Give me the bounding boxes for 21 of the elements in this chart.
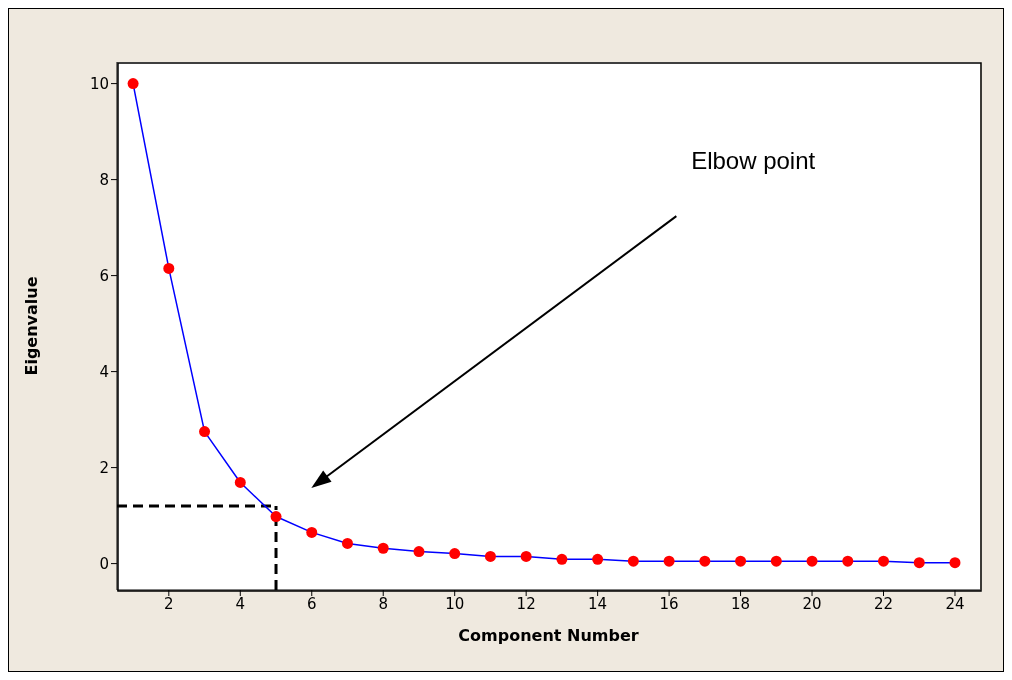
x-tick-label: 8	[378, 594, 388, 613]
y-tick-label: 2	[99, 458, 109, 477]
y-tick-label: 6	[99, 266, 109, 285]
y-tick-label: 0	[99, 554, 109, 573]
x-tick-label: 18	[731, 594, 751, 613]
y-axis-title: Eigenvalue	[21, 276, 41, 376]
x-tick-label: 20	[802, 594, 822, 613]
y-tick-label: 10	[89, 74, 109, 93]
x-tick-label: 16	[659, 594, 679, 613]
x-tick-label: 22	[873, 594, 894, 613]
x-axis-title: Component Number	[458, 626, 639, 646]
y-tick-label: 4	[99, 362, 109, 381]
x-tick-label: 6	[306, 594, 317, 613]
x-tick-label: 14	[588, 594, 608, 613]
y-tick-label: 8	[99, 170, 109, 189]
x-tick-label: 4	[235, 594, 246, 613]
x-tick-label: 10	[445, 594, 465, 613]
x-tick-label: 12	[516, 594, 536, 613]
annotation: Elbow point	[691, 146, 816, 174]
x-tick-label: 2	[164, 594, 174, 613]
x-tick-label: 24	[945, 594, 965, 613]
